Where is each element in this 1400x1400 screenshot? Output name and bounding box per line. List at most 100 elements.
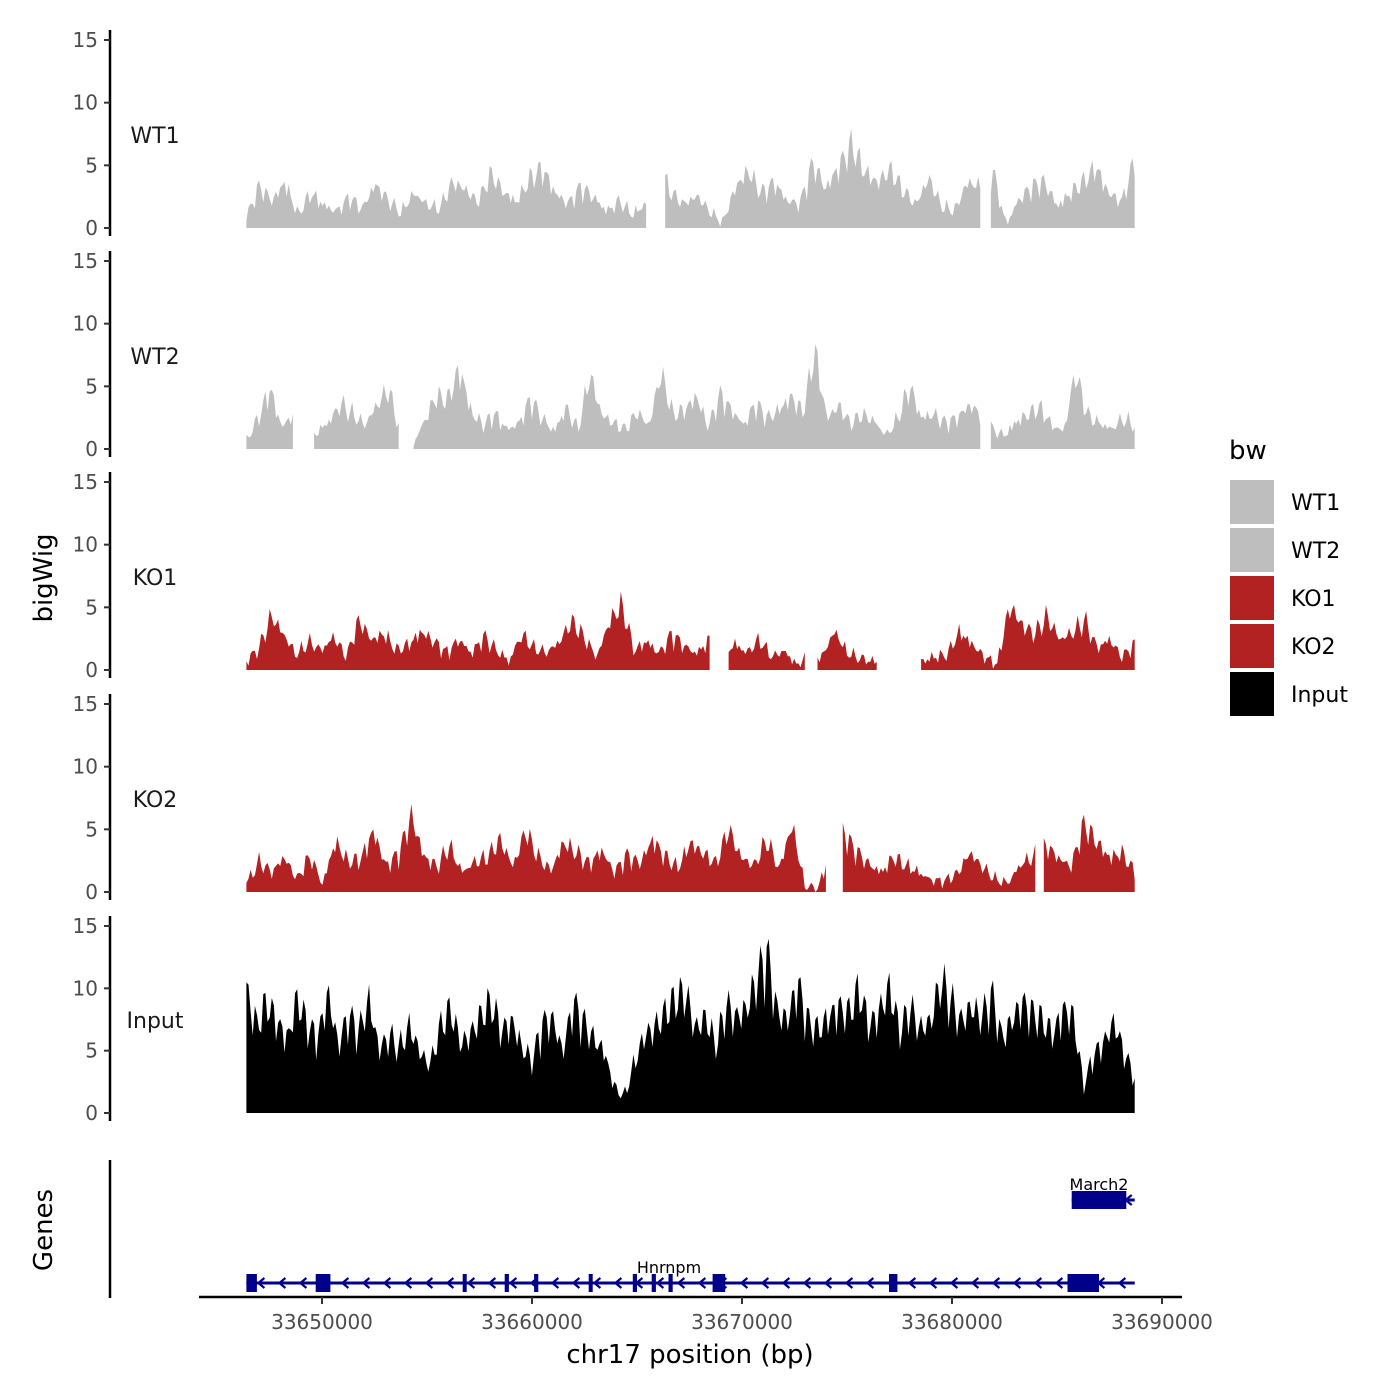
legend-label-ko1: KO1 — [1291, 587, 1336, 612]
signal-area-ko1 — [246, 591, 710, 670]
signal-area-wt1 — [246, 161, 647, 228]
strand-arrow-icon — [571, 1277, 581, 1289]
signal-area-ko1 — [728, 632, 805, 670]
track-input: 0 5 10 15 Input — [73, 914, 1135, 1125]
y-tick-label: 10 — [73, 533, 98, 557]
signal-tracks: 0 5 10 15 WT1 0 5 10 15 WT2 0 5 10 15 KO1 0 5 10 15 KO2 0 5 10… — [73, 28, 1135, 1125]
genes-panel: March2 Hnrnpm — [108, 1160, 1135, 1298]
track-label-wt1: WT1 — [130, 124, 179, 149]
x-axis: 33650000 33660000 33670000 33680000 33690000 — [199, 1295, 1213, 1334]
x-tick-label: 33660000 — [481, 1310, 583, 1334]
y-tick-label: 15 — [73, 914, 98, 938]
y-axis-title: bigWig — [29, 533, 59, 622]
x-tick-label: 33690000 — [1111, 1310, 1213, 1334]
gene-exon — [246, 1274, 257, 1292]
gene-label-hnrnpm: Hnrnpm — [637, 1258, 701, 1277]
legend-label-wt1: WT1 — [1291, 491, 1340, 516]
signal-area-wt2 — [314, 384, 399, 449]
strand-arrow-icon — [865, 1277, 875, 1289]
gene-exon — [534, 1274, 539, 1292]
gene-exon — [668, 1274, 673, 1292]
strand-arrow-icon — [991, 1277, 1001, 1289]
y-tick-label: 10 — [73, 91, 98, 115]
strand-arrow-icon — [382, 1277, 392, 1289]
signal-area-ko2 — [246, 804, 826, 892]
signal-area-ko1 — [921, 604, 1135, 670]
strand-arrow-icon — [823, 1277, 833, 1289]
legend: bw WT1 WT2 KO1 KO2 Input — [1229, 436, 1348, 716]
x-tick-label: 33650000 — [271, 1310, 373, 1334]
strand-arrow-icon — [445, 1277, 455, 1289]
x-tick-label: 33670000 — [691, 1310, 793, 1334]
y-tick-label: 0 — [85, 658, 98, 682]
strand-arrow-icon — [550, 1277, 560, 1289]
legend-key-input — [1230, 672, 1274, 716]
track-label-input: Input — [127, 1009, 184, 1034]
signal-area-wt2 — [990, 374, 1135, 449]
x-axis-title: chr17 position (bp) — [566, 1340, 813, 1370]
strand-arrow-icon — [256, 1277, 266, 1289]
legend-label-input: Input — [1291, 683, 1348, 708]
legend-title: bw — [1229, 436, 1267, 466]
strand-arrow-icon — [676, 1277, 686, 1289]
legend-key-wt2 — [1230, 528, 1274, 572]
track-label-wt2: WT2 — [130, 345, 179, 370]
strand-arrow-icon — [592, 1277, 602, 1289]
strand-arrow-icon — [361, 1277, 371, 1289]
strand-arrow-icon — [466, 1277, 476, 1289]
strand-arrow-icon — [949, 1277, 959, 1289]
signal-area-wt2 — [246, 389, 293, 449]
y-tick-label: 10 — [73, 755, 98, 779]
y-tick-label: 10 — [73, 976, 98, 1000]
strand-arrow-icon — [760, 1277, 770, 1289]
strand-arrow-icon — [697, 1277, 707, 1289]
gene-exon — [462, 1274, 467, 1292]
track-ko1: 0 5 10 15 KO1 — [73, 470, 1135, 682]
track-label-ko2: KO2 — [133, 788, 178, 813]
gene-exon — [651, 1274, 656, 1292]
signal-area-wt1 — [990, 158, 1135, 228]
strand-arrow-icon — [781, 1277, 791, 1289]
signal-area-ko2 — [1043, 814, 1135, 892]
strand-arrow-icon — [298, 1277, 308, 1289]
signal-area-ko1 — [817, 629, 877, 670]
gene-exon — [632, 1274, 637, 1292]
strand-arrow-icon — [508, 1277, 518, 1289]
gene-exon — [1067, 1274, 1099, 1292]
y-tick-label: 15 — [73, 692, 98, 716]
strand-arrow-icon — [277, 1277, 287, 1289]
legend-label-wt2: WT2 — [1291, 539, 1340, 564]
y-tick-label: 0 — [85, 437, 98, 461]
strand-arrow-icon — [1054, 1277, 1064, 1289]
strand-arrow-icon — [487, 1277, 497, 1289]
y-tick-label: 15 — [73, 470, 98, 494]
legend-label-ko2: KO2 — [1291, 635, 1336, 660]
y-tick-label: 5 — [85, 817, 98, 841]
strand-arrow-icon — [802, 1277, 812, 1289]
strand-arrow-icon — [1117, 1277, 1127, 1289]
genes-axis-title: Genes — [29, 1189, 59, 1271]
y-tick-label: 0 — [85, 1101, 98, 1125]
y-tick-label: 5 — [85, 374, 98, 398]
strand-arrow-icon — [844, 1277, 854, 1289]
signal-area-wt2 — [413, 344, 981, 449]
gene-exon — [1071, 1191, 1127, 1209]
x-tick-label: 33680000 — [901, 1310, 1003, 1334]
strand-arrow-icon — [424, 1277, 434, 1289]
gene-hnrnpm: Hnrnpm — [246, 1258, 1135, 1292]
track-ko2: 0 5 10 15 KO2 — [73, 692, 1135, 904]
legend-key-ko1 — [1230, 576, 1274, 620]
legend-key-ko2 — [1230, 624, 1274, 668]
y-tick-label: 10 — [73, 312, 98, 336]
gene-exon — [889, 1274, 898, 1292]
gene-exon — [504, 1274, 509, 1292]
y-tick-label: 5 — [85, 595, 98, 619]
y-tick-label: 15 — [73, 28, 98, 52]
strand-arrow-icon — [655, 1277, 665, 1289]
track-wt1: 0 5 10 15 WT1 — [73, 28, 1135, 240]
y-tick-label: 5 — [85, 1039, 98, 1063]
track-label-ko1: KO1 — [133, 566, 178, 591]
y-tick-label: 0 — [85, 216, 98, 240]
y-tick-label: 15 — [73, 249, 98, 273]
